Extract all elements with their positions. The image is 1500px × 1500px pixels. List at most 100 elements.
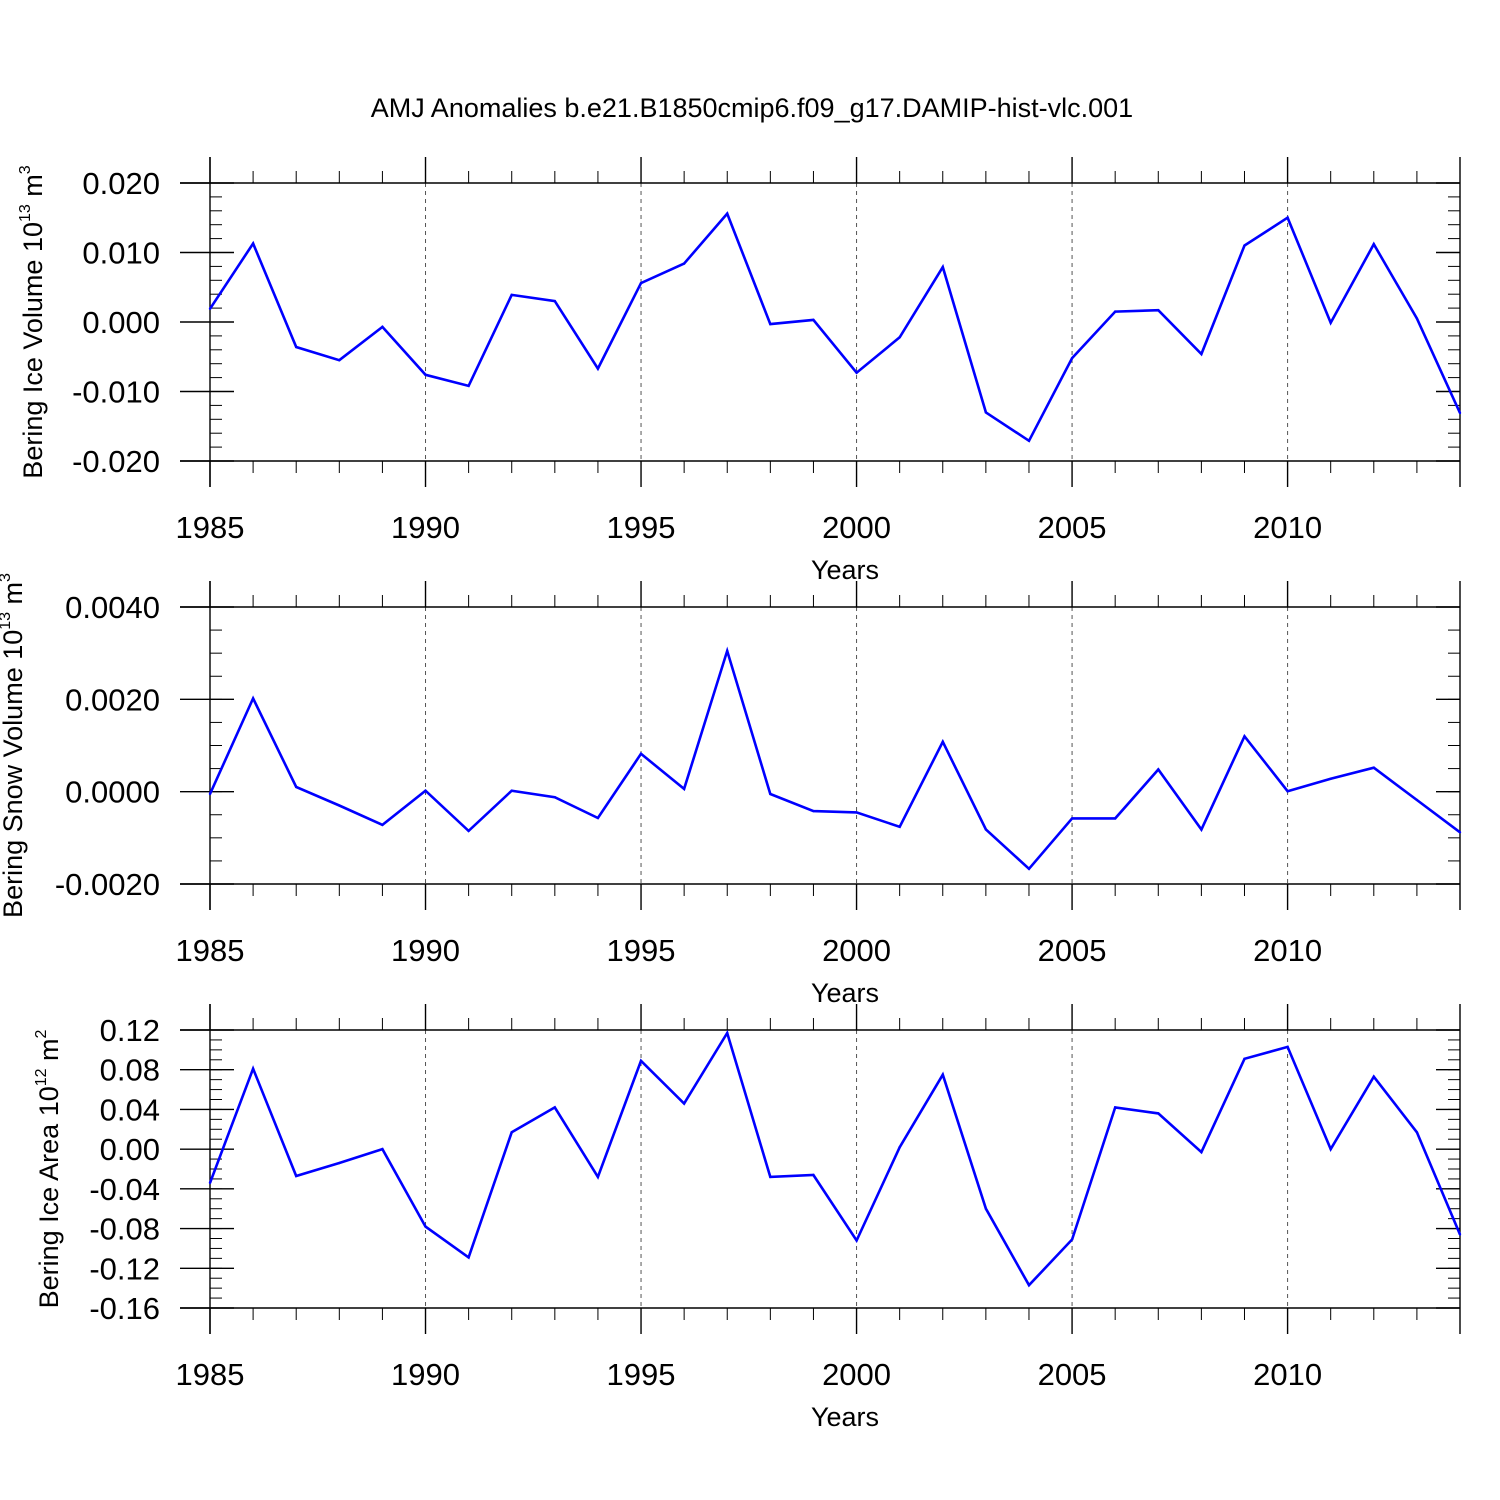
data-point <box>984 1207 988 1210</box>
data-point <box>855 371 858 374</box>
series-line-snow-volume <box>208 646 1461 871</box>
x-tick-label: 1995 <box>607 1357 676 1392</box>
data-point <box>295 1174 298 1178</box>
data-point <box>898 825 901 828</box>
data-point <box>208 307 212 310</box>
data-point <box>1027 439 1031 443</box>
data-point <box>467 384 470 388</box>
x-tick-label: 2005 <box>1038 510 1107 545</box>
data-point <box>338 1161 341 1165</box>
data-point <box>984 828 988 831</box>
data-point <box>295 785 298 789</box>
data-point <box>812 809 815 813</box>
data-point <box>381 823 384 827</box>
data-point <box>251 242 255 245</box>
data-point <box>510 293 513 297</box>
data-point <box>1415 798 1419 802</box>
data-point <box>208 792 212 796</box>
data-point <box>251 1067 255 1070</box>
y-tick-label: 0.12 <box>100 1013 160 1048</box>
data-point <box>1372 1075 1375 1078</box>
data-point <box>1113 310 1117 313</box>
data-point <box>1200 828 1203 831</box>
data-point <box>1329 777 1332 780</box>
y-tick-label: 0.00 <box>100 1132 160 1167</box>
x-tick-label: 1990 <box>391 933 460 968</box>
series-line-ice-volume <box>208 211 1462 443</box>
y-axis-label: Bering Ice Area 1012 m2 <box>33 1029 64 1308</box>
x-tick-label: 2005 <box>1038 1357 1107 1392</box>
x-tick-label: 2010 <box>1253 510 1322 545</box>
x-tick-label: 2005 <box>1038 933 1107 968</box>
data-point <box>726 649 729 653</box>
x-tick-label: 2010 <box>1253 1357 1322 1392</box>
data-point <box>1372 766 1375 769</box>
data-point <box>424 1225 427 1228</box>
data-point <box>984 411 988 414</box>
data-point <box>1243 1057 1246 1060</box>
data-point <box>1329 1147 1332 1151</box>
x-tick-label: 1990 <box>391 1357 460 1392</box>
data-point <box>381 1147 384 1151</box>
data-point <box>941 1073 944 1076</box>
y-tick-label: -0.04 <box>89 1172 160 1207</box>
data-point <box>769 322 772 326</box>
y-tick-label: 0.020 <box>82 166 160 201</box>
y-axis-label: Bering Snow Volume 1013 m3 <box>0 573 28 918</box>
x-tick-label: 1985 <box>176 933 245 968</box>
x-axis-label: Years <box>811 978 879 1008</box>
data-point <box>1243 244 1246 247</box>
data-point <box>1286 790 1289 793</box>
panels: 0.020 0.010 0.000 -0.010 -0.020 1985 1990 1995 2… <box>0 157 1462 1432</box>
y-tick-label: -0.020 <box>72 444 160 479</box>
data-point <box>1286 1045 1289 1049</box>
data-point <box>1157 308 1160 312</box>
data-point <box>1372 242 1375 246</box>
x-tick-label: 1985 <box>176 1357 245 1392</box>
data-point <box>769 792 772 796</box>
x-tick-label: 1995 <box>607 510 676 545</box>
y-tick-label: 0.000 <box>82 305 160 340</box>
data-point <box>596 1175 600 1179</box>
series-line-ice-area <box>208 1029 1462 1288</box>
data-point <box>1113 817 1117 820</box>
data-point <box>1070 1238 1074 1241</box>
x-axis-label: Years <box>811 555 879 585</box>
data-point <box>1243 735 1246 738</box>
data-point <box>1070 817 1074 820</box>
data-point <box>1458 411 1462 415</box>
data-point <box>467 1256 470 1259</box>
data-point <box>1200 352 1203 356</box>
data-point <box>1458 831 1462 834</box>
data-point <box>941 740 944 744</box>
x-tick-label: 1985 <box>176 510 245 545</box>
data-point <box>1157 768 1160 771</box>
data-point <box>338 804 341 807</box>
data-point <box>553 1106 557 1109</box>
data-point <box>726 212 729 215</box>
data-point <box>726 1031 729 1035</box>
data-point <box>682 1102 686 1105</box>
y-tick-label: -0.0020 <box>55 867 160 902</box>
data-point <box>553 299 557 303</box>
x-axis-label: Years <box>811 1402 879 1432</box>
data-point <box>769 1175 772 1179</box>
data-point <box>1070 356 1074 360</box>
data-point <box>639 752 643 756</box>
data-point <box>1027 867 1031 870</box>
x-tick-label: 1990 <box>391 510 460 545</box>
y-tick-label: 0.0000 <box>65 775 160 810</box>
data-point <box>941 265 944 269</box>
data-point <box>812 318 815 322</box>
y-tick-label: -0.16 <box>89 1291 160 1326</box>
data-point <box>1458 1233 1462 1236</box>
x-tick-label: 2000 <box>822 510 891 545</box>
data-point <box>1286 216 1289 219</box>
data-point <box>596 816 600 820</box>
data-point <box>1113 1106 1117 1109</box>
data-point <box>639 281 643 285</box>
x-tick-label: 2000 <box>822 933 891 968</box>
data-point <box>510 1131 513 1134</box>
y-tick-label: 0.0040 <box>65 590 160 625</box>
